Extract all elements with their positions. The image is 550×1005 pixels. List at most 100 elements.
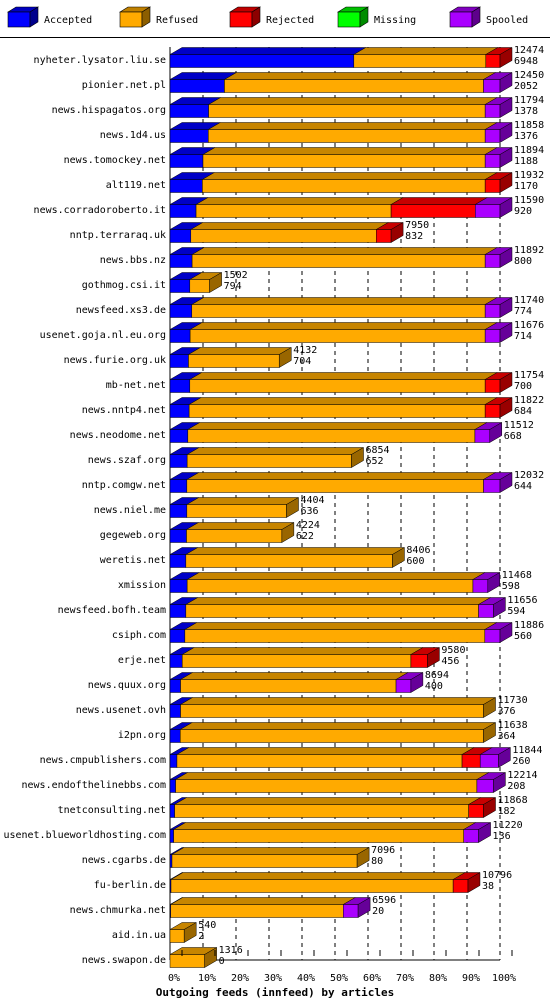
bar-segment-accepted [169,304,193,318]
bar-segment-accepted [169,579,188,593]
row-accepted-label: 598 [502,581,520,592]
bar-side-spooled [499,197,513,218]
row-label: gegeweb.org [100,530,166,541]
bar-segment-accepted [169,754,178,768]
bar-side-spooled [499,247,513,268]
bar-segment-accepted [169,229,192,243]
row-label: news.usenet.ovh [76,705,166,716]
legend-swatch-accepted [7,11,31,28]
bar-top-refused [188,397,499,405]
bar-segment-spooled [343,904,359,918]
row-accepted-label: 622 [296,531,314,542]
bar-segment-rejected [484,179,501,193]
bar-side-spooled [499,122,513,143]
bar-segment-spooled [395,679,412,693]
row-total-label: 12032 [514,470,544,481]
row-total-label: 12450 [514,70,544,81]
row-accepted-label: 684 [514,406,532,417]
legend-swatch-spooled [449,11,473,28]
x-tick-label: 100% [492,973,516,984]
row-label: news.chmurka.net [70,905,166,916]
bar-segment-spooled [472,579,489,593]
bar-segment-spooled [484,304,501,318]
bar-side-refused [483,722,496,743]
bar-segment-accepted [169,479,188,493]
row-label: news.endofthelinebbs.com [22,780,167,791]
row-total-label: 11220 [493,820,523,831]
bar-top-rejected [390,197,489,205]
bar-segment-accepted [169,629,186,643]
row-label: usenet.blueworldhosting.com [3,830,166,841]
row-total-label: 12474 [514,45,544,56]
bar-segment-refused [186,579,474,593]
row-total-label: 1502 [224,270,248,281]
bar-segment-refused [353,54,487,68]
chart-title: Outgoing feeds (innfeed) by articles [156,986,394,999]
bar-segment-refused [169,954,205,968]
row-total-label: 11794 [514,95,544,106]
bar-segment-accepted [169,704,181,718]
bar-side-refused [483,697,496,718]
bar-side-spooled [493,597,506,618]
row-accepted-label: 920 [514,206,532,217]
bar-top-refused [189,322,499,330]
bar-segment-refused [180,679,397,693]
x-tick-label: 60% [363,973,381,984]
bar-top-refused [189,222,390,230]
bar-side-spooled [499,297,513,318]
bar-segment-accepted [169,279,191,293]
row-total-label: 6596 [372,895,396,906]
x-tick-label: 40% [297,973,315,984]
bar-side-spooled [499,147,513,168]
bar-segment-refused [189,329,486,343]
bar-segment-refused [184,629,486,643]
bar-segment-accepted [169,454,188,468]
bar-segment-refused [186,454,352,468]
bar-segment-refused [190,229,377,243]
bar-segment-accepted [169,329,191,343]
row-label: news.nntp4.net [82,405,166,416]
bar-segment-refused [173,829,464,843]
bar-segment-refused [195,204,392,218]
bar-top-refused [171,847,371,855]
bar-top-refused [173,797,482,805]
bar-segment-accepted [169,354,189,368]
row-accepted-label: 1376 [514,131,538,142]
bar-top-refused [352,47,499,55]
bar-segment-rejected [410,654,428,668]
bar-top-refused [179,722,497,730]
legend-swatch-side-missing [359,6,369,28]
row-total-label: 7096 [371,845,395,856]
legend-swatch-rejected [229,11,253,28]
bar-side-spooled [478,822,491,843]
bar-top-refused [191,247,499,255]
bar-segment-accepted [169,179,203,193]
bar-segment-accepted [169,254,193,268]
bar-segment-accepted [169,829,174,843]
bar-top-refused [195,197,405,205]
bar-top-accepted [169,47,367,55]
row-label: csiph.com [112,630,166,641]
bar-segment-rejected [376,229,392,243]
row-label: newsfeed.xs3.de [76,305,166,316]
row-accepted-label: 644 [514,481,532,492]
row-total-label: 10796 [482,870,512,881]
bar-segment-refused [208,104,486,118]
row-accepted-label: 182 [498,806,516,817]
bar-segment-spooled [484,254,501,268]
row-accepted-label: 1170 [514,181,538,192]
row-label: news.cmpublishers.com [40,755,166,766]
bar-segment-refused [187,429,476,443]
row-label: tnetconsulting.net [58,805,166,816]
legend: Accepted Refused Rejected Missing Spooled [6,6,528,28]
bar-top-refused [207,97,499,105]
bar-segment-rejected [484,379,501,393]
bar-segment-refused [170,879,454,893]
row-accepted-label: 1378 [514,106,538,117]
bar-segment-spooled [475,204,501,218]
row-label: news.swapon.de [82,955,166,966]
row-label: news.szaf.org [88,455,166,466]
bar-segment-refused [224,79,484,93]
x-axis: 0% 10% 20% 30% 40% 50% 60% 70% 80% 90% 100% [168,950,516,984]
